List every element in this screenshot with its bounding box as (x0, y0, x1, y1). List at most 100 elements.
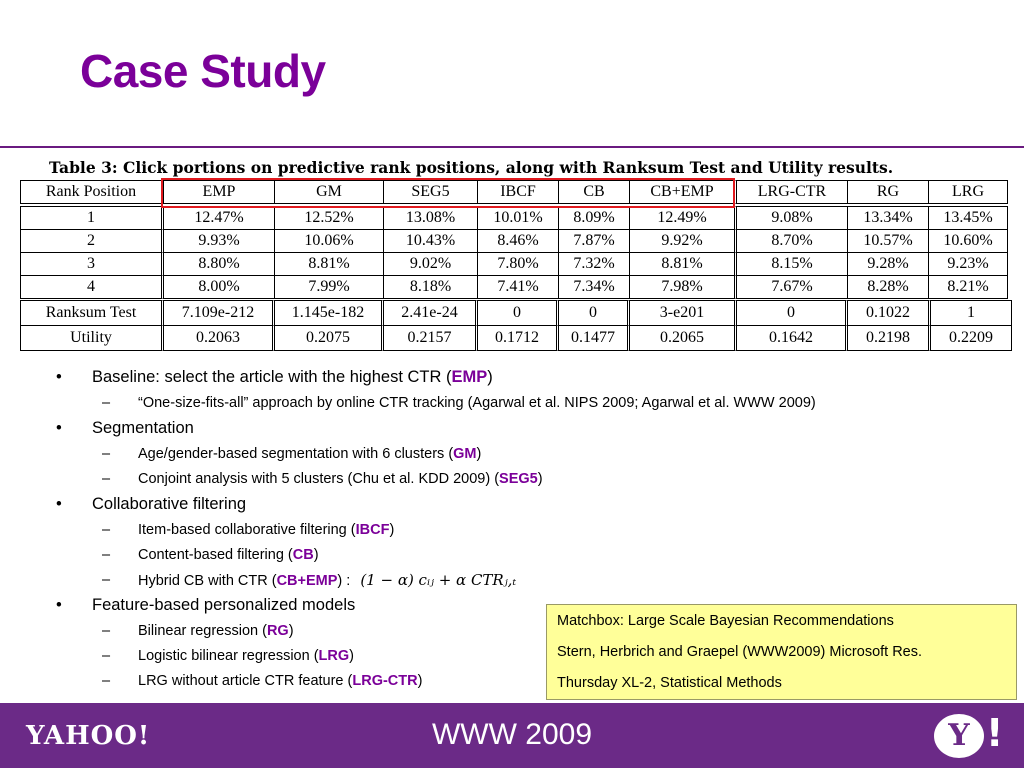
bullet-text: Baseline: select the article with the hi… (92, 366, 493, 388)
bullet-text: Feature-based personalized models (92, 596, 356, 614)
sub-bullet-text: Conjoint analysis with 5 clusters (Chu e… (138, 468, 543, 490)
bullet-marker: • (56, 419, 62, 437)
table-cell: 0 (559, 300, 630, 326)
sub-bullet-marker: – (102, 471, 111, 487)
table-cell: 0.2075 (275, 326, 384, 351)
table-header-row: Rank Position EMP GM SEG5 IBCF CB CB+EMP… (20, 180, 1008, 204)
table-cell: 8.15% (737, 253, 848, 276)
event-name: WWW 2009 (431, 718, 593, 751)
table-cell: 0.2063 (164, 326, 275, 351)
table-cell: 1 (931, 300, 1012, 326)
table-cell: 7.99% (275, 276, 384, 299)
table-cell: 10.57% (848, 230, 929, 253)
header-gm: GM (275, 180, 384, 204)
sub-bullet-text-pre: Logistic bilinear regression ( (138, 648, 319, 664)
table-row: 4 8.00% 7.99% 8.18% 7.41% 7.34% 7.98% 7.… (20, 276, 1008, 299)
table-cell: 12.52% (275, 206, 384, 230)
table-cell: 8.81% (630, 253, 737, 276)
sub-bullet-marker: – (102, 522, 111, 538)
title-divider (0, 146, 1024, 148)
sub-bullet-marker: – (102, 572, 111, 588)
table-cell: 13.08% (384, 206, 478, 230)
table-cell: 8.21% (929, 276, 1008, 299)
table-cell: 10.06% (275, 230, 384, 253)
sub-bullet-text-post: ) (476, 446, 482, 462)
table-row-utility: Utility 0.2063 0.2075 0.2157 0.1712 0.14… (20, 326, 1012, 351)
sub-bullet-text-post: ) (288, 623, 294, 639)
table-cell: 8.46% (478, 230, 559, 253)
sub-bullet-text-pre: Hybrid CB with CTR ( (138, 573, 277, 589)
cell-label: Utility (20, 326, 164, 351)
table-cell: 8.70% (737, 230, 848, 253)
table-cell: 10.01% (478, 206, 559, 230)
sub-bullet-text: Bilinear regression (RG) (138, 620, 294, 642)
note-line-authors: Stern, Herbrich and Graepel (WWW2009) Mi… (557, 644, 923, 660)
keyword-lrg-ctr: LRG-CTR (352, 673, 418, 689)
slide-title: Case Study (80, 45, 326, 97)
table-cell: 9.93% (164, 230, 275, 253)
header-cb: CB (559, 180, 630, 204)
bullet-text: Collaborative filtering (92, 495, 247, 513)
table-cell: 7.67% (737, 276, 848, 299)
keyword-ibcf: IBCF (355, 522, 390, 538)
table-cell: 13.45% (929, 206, 1008, 230)
table-cell: 9.92% (630, 230, 737, 253)
keyword-lrg: LRG (318, 648, 350, 664)
sub-bullet-marker: – (102, 446, 111, 462)
cell-rank: 2 (20, 230, 164, 253)
table-cell: 8.18% (384, 276, 478, 299)
table-cell: 9.23% (929, 253, 1008, 276)
table-cell: 12.49% (630, 206, 737, 230)
header-ibcf: IBCF (478, 180, 559, 204)
sub-bullet-marker: – (102, 623, 111, 639)
table-cell: 8.80% (164, 253, 275, 276)
footer-bar: YAHOO! WWW 2009 Y ! (0, 703, 1024, 768)
table-cell: 0 (737, 300, 848, 326)
table-cell: 7.80% (478, 253, 559, 276)
header-seg5: SEG5 (384, 180, 478, 204)
table-cell: 8.28% (848, 276, 929, 299)
table-cell: 0.2209 (931, 326, 1012, 351)
table-row: 3 8.80% 8.81% 9.02% 7.80% 7.32% 8.81% 8.… (20, 253, 1008, 276)
sub-bullet-text: Logistic bilinear regression (LRG) (138, 645, 354, 667)
table-cell: 7.34% (559, 276, 630, 299)
highlight-box (161, 178, 735, 208)
sub-bullet-marker: – (102, 547, 111, 563)
bullet-marker: • (56, 495, 62, 513)
table-cell: 7.98% (630, 276, 737, 299)
sub-bullet-text-pre: Item-based collaborative filtering ( (138, 522, 356, 538)
note-line-title: Matchbox: Large Scale Bayesian Recommend… (557, 613, 894, 629)
sub-bullet-text-post: ) (389, 522, 395, 538)
table-row: 2 9.93% 10.06% 10.43% 8.46% 7.87% 9.92% … (20, 230, 1008, 253)
table-cell: 10.43% (384, 230, 478, 253)
sub-bullet-text-pre: LRG without article CTR feature ( (138, 673, 353, 689)
bullet-marker: • (56, 596, 62, 614)
sub-bullet-text-post: ) (313, 547, 319, 563)
table-cell: 0.2065 (630, 326, 737, 351)
caption-label: Table 3: (49, 158, 118, 177)
bullet-text-pre: Baseline: select the article with the hi… (92, 368, 452, 386)
yahoo-exclamation-icon: ! (986, 711, 1004, 755)
table-cell: 0.1477 (559, 326, 630, 351)
table-cell: 12.47% (164, 206, 275, 230)
keyword-rg: RG (266, 623, 289, 639)
stats-table: Ranksum Test 7.109e-212 1.145e-182 2.41e… (20, 300, 1012, 351)
sub-bullet-marker: – (102, 673, 111, 689)
table-cell: 7.32% (559, 253, 630, 276)
table-cell: 3-e201 (630, 300, 737, 326)
table-cell: 0 (478, 300, 559, 326)
sub-bullet-text-pre: Conjoint analysis with 5 clusters (Chu e… (138, 471, 500, 487)
keyword-cb: CB (292, 547, 314, 563)
sub-bullet-text-pre: Age/gender-based segmentation with 6 clu… (138, 446, 454, 462)
keyword-gm: GM (453, 446, 477, 462)
sub-bullet-marker: – (102, 648, 111, 664)
bullet-text-post: ) (487, 368, 493, 386)
table-cell: 0.1642 (737, 326, 848, 351)
table-cell: 1.145e-182 (275, 300, 384, 326)
sub-bullet-text: Age/gender-based segmentation with 6 clu… (138, 443, 481, 465)
keyword-emp: EMP (451, 368, 488, 386)
table-cell: 9.02% (384, 253, 478, 276)
sub-bullet-text-post: ) (349, 648, 354, 664)
sub-bullet-text-pre: Content-based filtering ( (138, 547, 293, 563)
table-cell: 0.1712 (478, 326, 559, 351)
